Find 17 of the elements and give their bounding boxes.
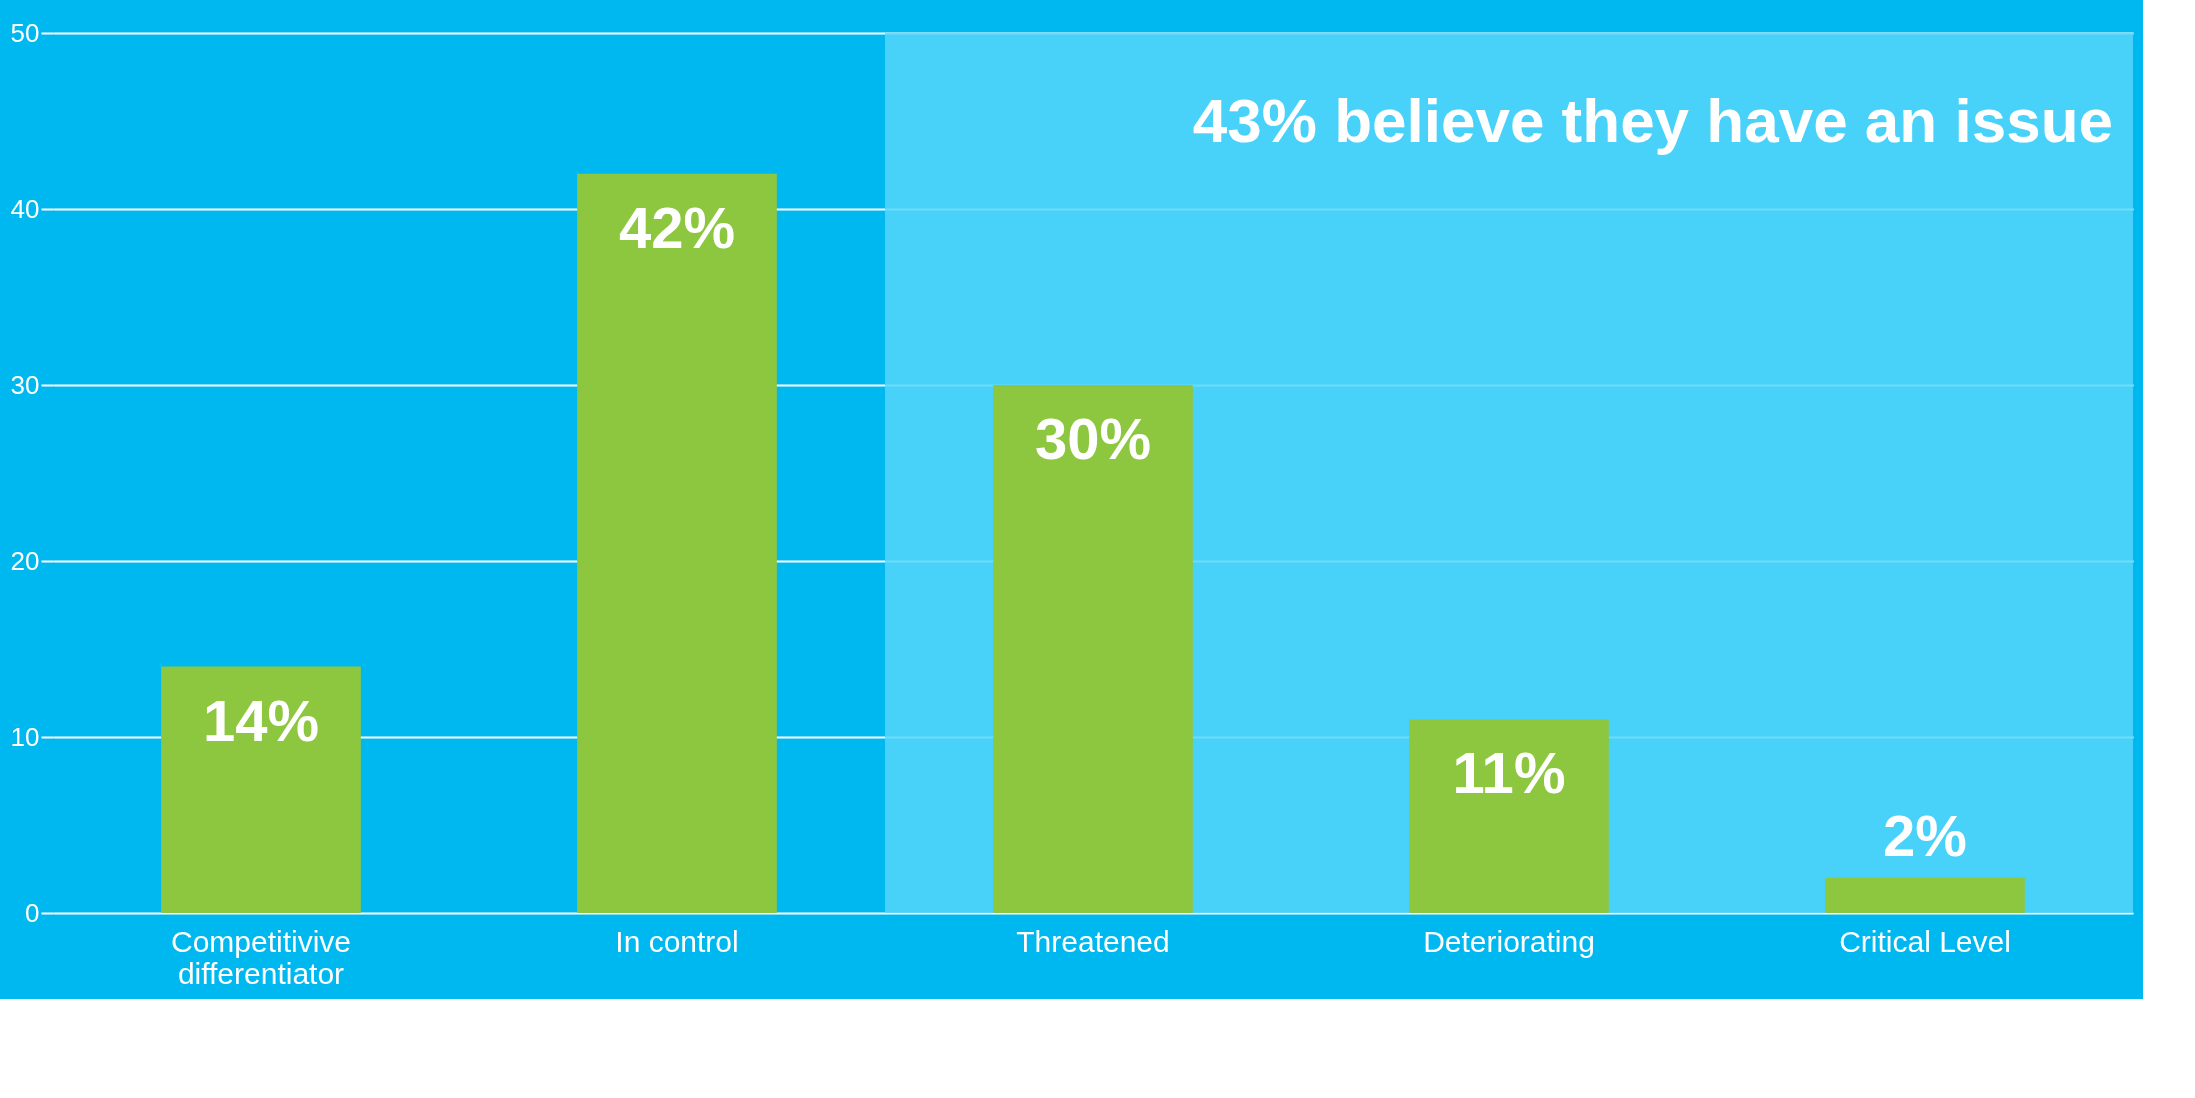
x-tick-label: Deteriorating (1423, 924, 1595, 958)
data-label: 30% (1034, 406, 1152, 471)
x-tick-label: In control (615, 924, 739, 958)
data-label: 14% (202, 687, 320, 753)
y-tick-label: 30 (10, 369, 40, 400)
y-tick-label: 10 (10, 721, 40, 752)
x-tick-label: Critical Level (1839, 924, 2011, 958)
band-label: 43% believe they have an issue (1192, 86, 2113, 155)
x-tick-label: Threatened (1016, 924, 1170, 958)
data-label: 2% (1883, 802, 1967, 868)
y-tick-label: 50 (10, 17, 40, 48)
y-tick-label: 0 (25, 897, 40, 928)
y-tick-label: 40 (10, 193, 40, 224)
y-tick-label: 20 (10, 545, 40, 576)
data-label: 11% (1452, 740, 1566, 806)
x-tick-label: Competitivive differentiator (170, 924, 352, 990)
data-label: 42% (618, 194, 736, 260)
